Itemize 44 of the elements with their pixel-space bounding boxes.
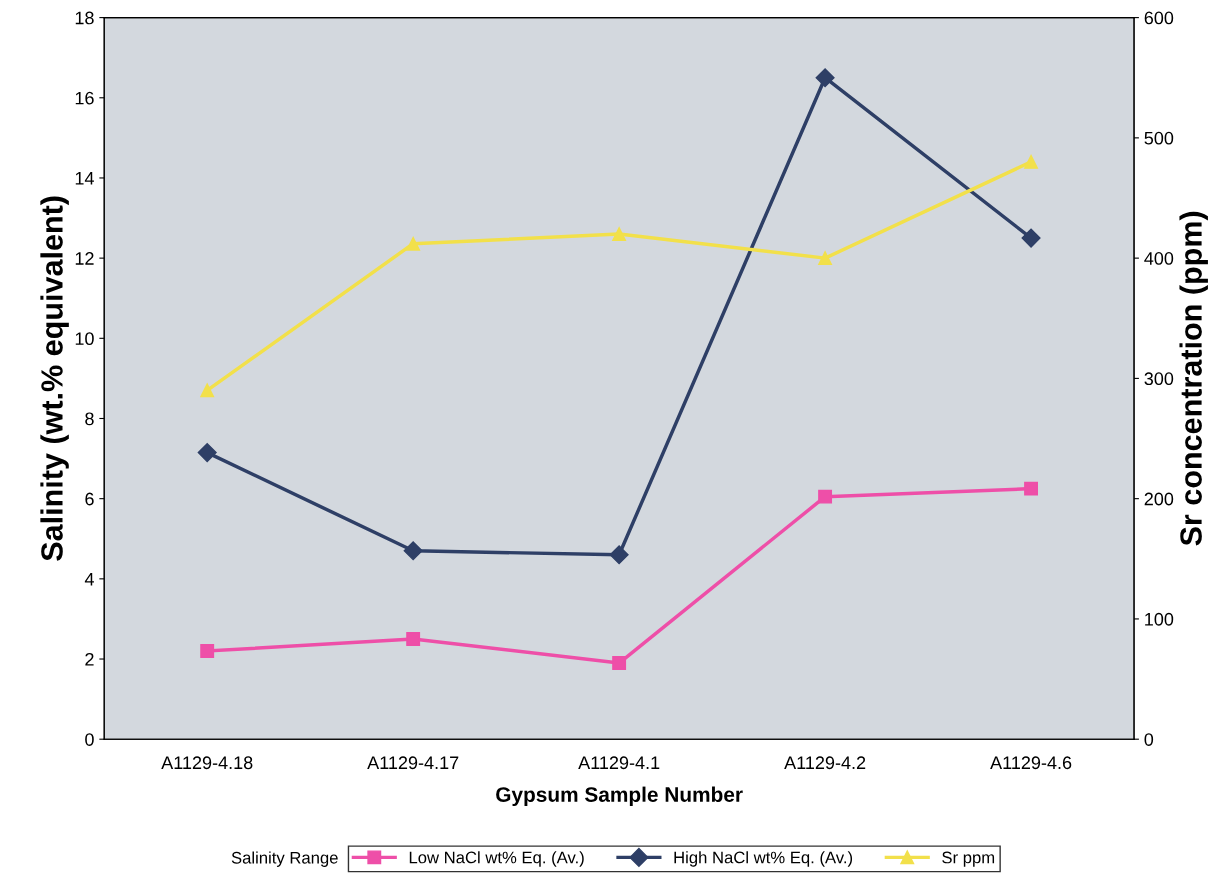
y2-tick-label: 400 [1144,252,1174,265]
y-tick-label: 12 [75,252,94,265]
point [200,383,215,398]
y-tick-label: 6 [85,492,94,506]
y2-tick-label: 300 [1144,372,1174,386]
x-tick-label: A1129-4.6 [990,756,1072,770]
y-tick-label: 14 [75,172,94,185]
point [200,644,215,658]
point [1024,154,1039,169]
y2-tick-label: 500 [1144,131,1174,145]
point [1021,228,1041,248]
y-axis-title: Salinity (wt.% equivalent) [40,196,69,561]
point [609,545,629,565]
y-tick-label: 10 [75,332,94,346]
y2-tick-label: 0 [1144,733,1154,746]
point [403,541,423,561]
point [815,68,835,88]
point [612,656,627,670]
point [818,251,833,266]
point [406,236,421,251]
x-tick-label: A1129-4.1 [578,756,660,770]
legend-label: Low NaCl wt% Eq. (Av.) [409,851,584,867]
point [406,632,421,646]
point [197,443,217,463]
y-tick-label: 0 [85,733,94,746]
point [1024,481,1039,496]
y-tick-label: 16 [75,91,94,105]
point [818,489,833,504]
y-tick-label: 18 [75,11,94,25]
y2-tick-label: 600 [1144,11,1174,25]
y-tick-label: 4 [84,572,94,586]
y2-tick-label: 200 [1144,492,1174,506]
y2-tick-label: 100 [1145,612,1174,626]
legend-label: High NaCl wt% Eq. (Av.) [674,851,853,867]
y2-axis-title: Sr concentration (ppm) [1179,211,1208,546]
legend-label: Sr ppm [942,851,995,867]
x-tick-label: A1129-4.2 [784,756,866,770]
point [612,227,627,242]
y-tick-label: 8 [85,412,94,426]
x-axis-title: Gypsum Sample Number [496,786,743,807]
x-tick-label: A1129-4.18 [161,756,253,770]
y-tick-label: 2 [85,652,94,666]
x-tick-label: A1129-4.17 [367,756,459,770]
legend-title: Salinity Range [231,851,338,867]
